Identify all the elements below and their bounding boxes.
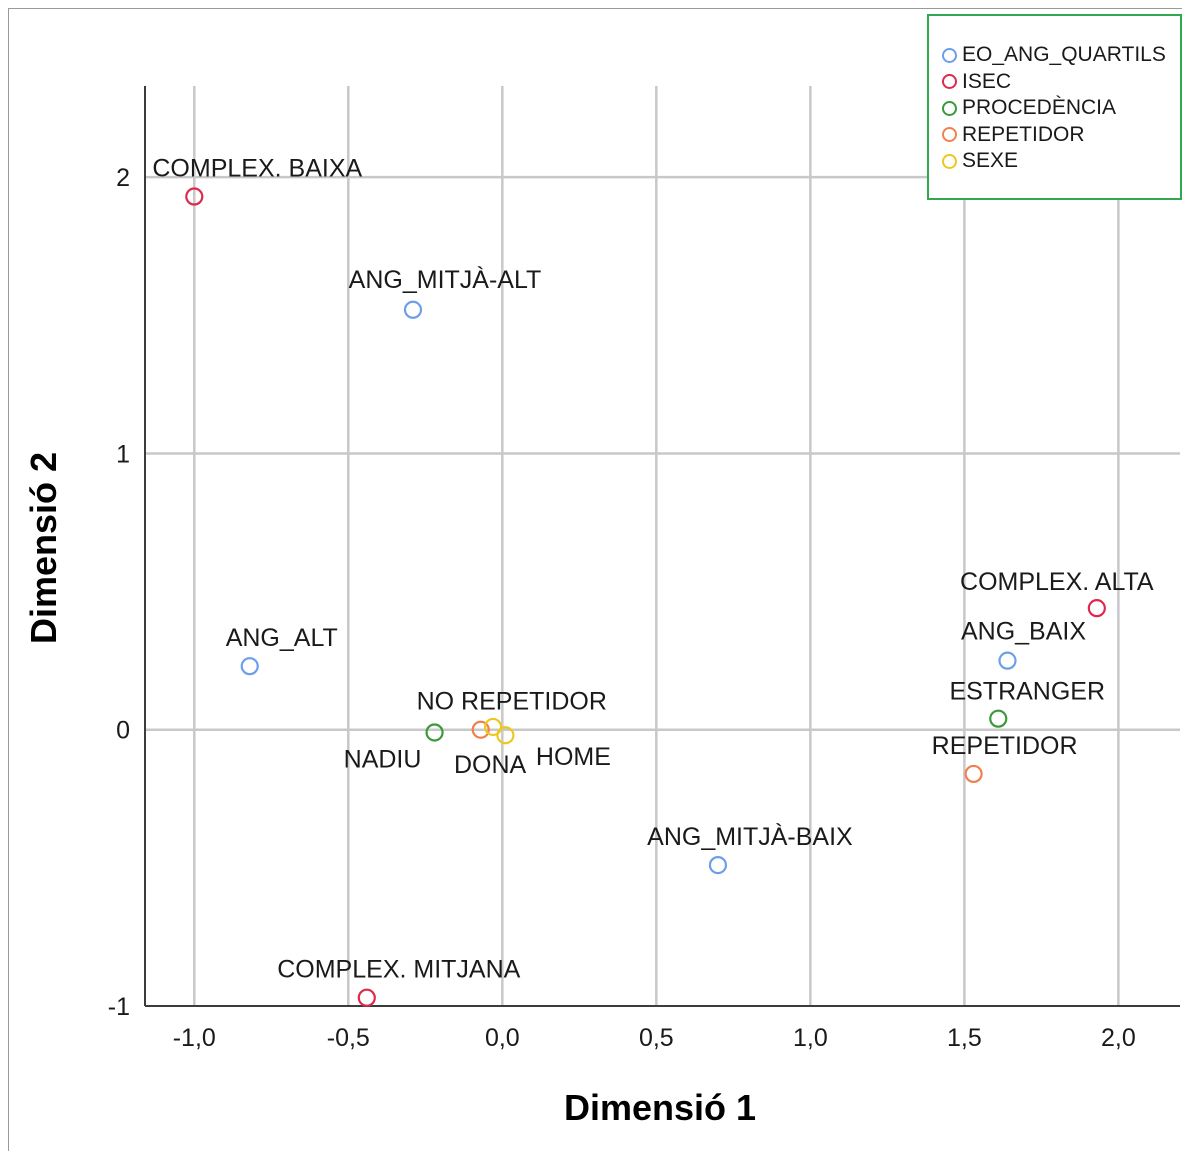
point-label: ANG_ALT xyxy=(226,624,338,652)
point-label: DONA xyxy=(454,751,527,779)
legend-item: EO_ANG_QUARTILS xyxy=(942,42,1180,69)
point-labels: ANG_MITJÀ-ALT ANG_ALT ANG_BAIX ANG_MITJÀ-BA… xyxy=(152,155,1154,984)
axes xyxy=(144,86,1180,1007)
legend-marker-icon xyxy=(942,100,957,116)
data-point xyxy=(989,709,1008,728)
data-points xyxy=(185,187,1106,1007)
legend-item: PROCEDÈNCIA xyxy=(942,95,1180,122)
data-point xyxy=(708,855,728,875)
legend-marker-icon xyxy=(942,127,957,143)
x-tick-label: 1,5 xyxy=(947,1024,982,1052)
point-label: ANG_MITJÀ-BAIX xyxy=(647,822,853,851)
y-tick-label: 2 xyxy=(116,164,130,192)
x-tick-label: 0,0 xyxy=(485,1024,520,1052)
legend-label: ISEC xyxy=(962,69,1012,93)
legend-label: PROCEDÈNCIA xyxy=(962,96,1117,120)
legend-marker-icon xyxy=(942,74,957,90)
legend-marker-icon xyxy=(942,47,957,63)
x-tick-label: 2,0 xyxy=(1101,1024,1136,1052)
data-point xyxy=(998,651,1017,670)
legend-label: SEXE xyxy=(962,149,1019,173)
point-label: HOME xyxy=(536,743,611,771)
legend-item: SEXE xyxy=(942,148,1180,175)
data-point xyxy=(185,187,204,206)
data-point xyxy=(403,300,423,319)
legend: EO_ANG_QUARTILS ISEC PROCEDÈNCIA REPETIDOR S… xyxy=(927,14,1182,200)
y-tick-label: 0 xyxy=(116,717,130,745)
grid xyxy=(145,86,1180,1006)
data-point xyxy=(1087,599,1106,618)
point-label: REPETIDOR xyxy=(932,732,1078,760)
point-label: NO REPETIDOR xyxy=(417,688,607,716)
point-label: ANG_BAIX xyxy=(961,618,1086,646)
data-point xyxy=(471,720,490,739)
legend-label: EO_ANG_QUARTILS xyxy=(962,43,1166,67)
data-point xyxy=(240,657,259,676)
x-tick-label: 0,5 xyxy=(639,1024,674,1052)
x-axis-title: Dimensió 1 xyxy=(564,1087,756,1128)
legend-item: REPETIDOR xyxy=(942,122,1180,149)
y-tick-label: 1 xyxy=(116,440,130,468)
point-label: COMPLEX. BAIXA xyxy=(152,155,362,183)
legend-marker-icon xyxy=(942,153,957,169)
x-tick-label: 1,0 xyxy=(793,1024,828,1052)
point-label: ESTRANGER xyxy=(949,678,1105,706)
y-tick-label: -1 xyxy=(108,993,130,1021)
x-tick-label: -0,5 xyxy=(327,1024,370,1052)
data-point xyxy=(425,723,444,742)
legend-item: ISEC xyxy=(942,69,1180,96)
data-point xyxy=(483,717,503,737)
point-label: COMPLEX. MITJANA xyxy=(277,956,520,984)
point-label: ANG_MITJÀ-ALT xyxy=(349,265,542,294)
point-label: NADIU xyxy=(344,745,422,773)
x-tick-label: -1,0 xyxy=(173,1024,216,1052)
point-label: COMPLEX. ALTA xyxy=(960,568,1154,596)
tick-labels: -1,0 -0,5 0,0 0,5 1,0 1,5 2,0 -1 0 1 2 xyxy=(108,164,1136,1052)
data-point xyxy=(964,764,983,784)
y-axis-title: Dimensió 2 xyxy=(23,452,64,644)
data-point xyxy=(496,726,515,745)
legend-label: REPETIDOR xyxy=(962,122,1085,146)
data-point xyxy=(357,988,376,1007)
